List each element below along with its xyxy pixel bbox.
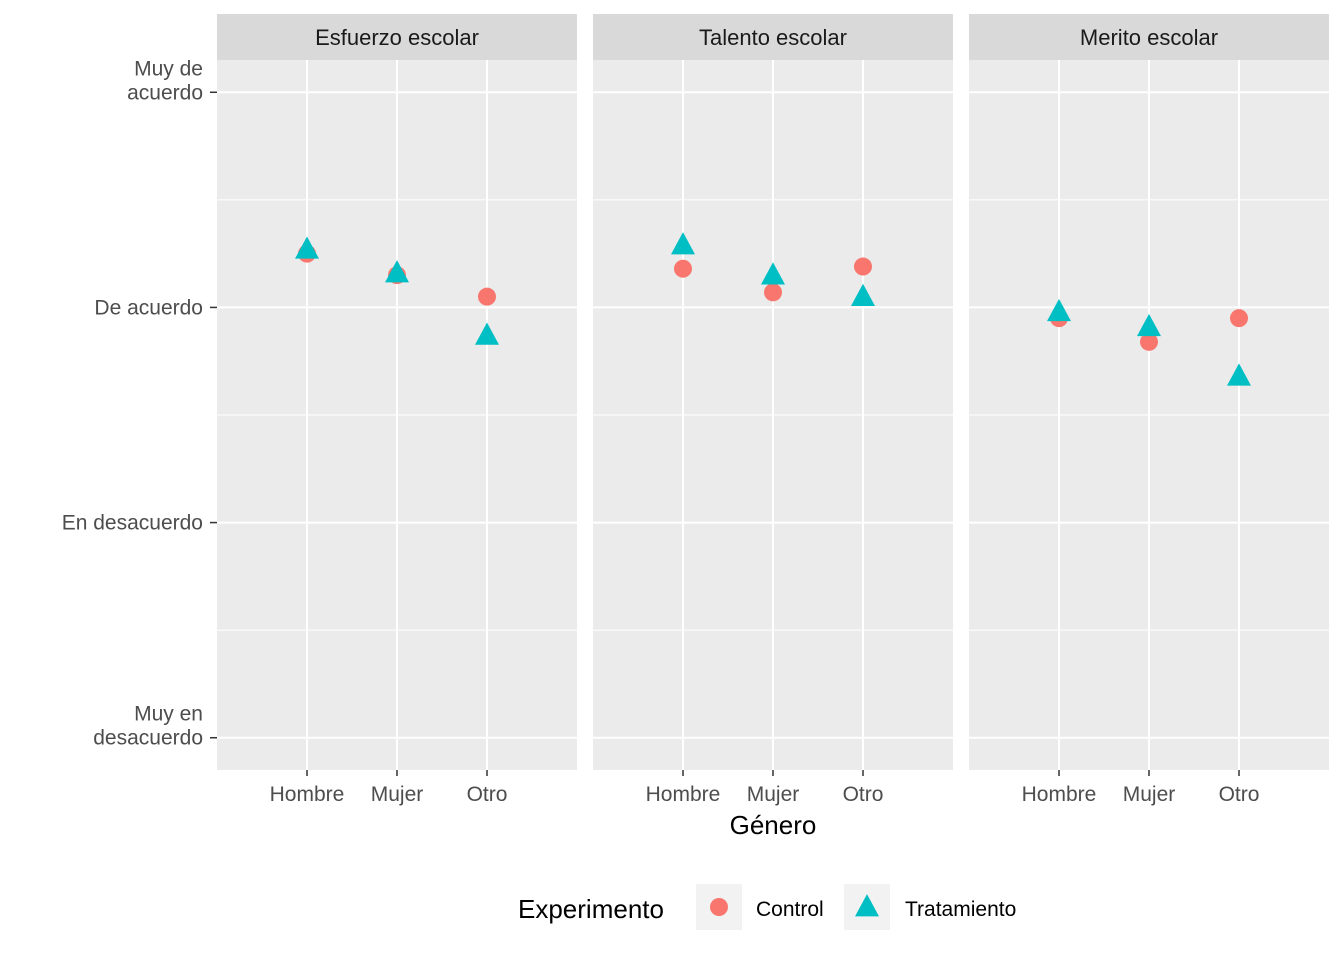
x-tick-label: Hombre [1022, 783, 1097, 806]
facet-panel: Talento escolar Hombre Mujer Otro [593, 14, 953, 806]
tratamiento-point [295, 236, 319, 259]
x-tick-label: Mujer [371, 783, 424, 806]
legend-control-marker [710, 898, 728, 916]
x-tick-label: Otro [467, 783, 508, 806]
legend-label: Control [756, 898, 824, 921]
control-point [764, 283, 782, 302]
facet-strip [217, 14, 577, 60]
x-tick-label: Hombre [270, 783, 345, 806]
y-axis: Muy en desacuerdo En desacuerdo De acuerdo M… [62, 57, 217, 750]
legend-title: Experimento [518, 894, 664, 924]
tratamiento-point [671, 232, 695, 255]
facet-strip [969, 14, 1329, 60]
facet-panel: Merito escolar Hombre Mujer Otro [969, 14, 1329, 806]
y-tick-label: Muy en desacuerdo [93, 703, 203, 750]
tratamiento-point [761, 262, 785, 285]
legend-tratamiento-marker [855, 894, 879, 917]
legend-label: Tratamiento [905, 898, 1016, 921]
tratamiento-point [851, 283, 875, 307]
x-tick-label: Hombre [646, 783, 721, 806]
facet-title: Esfuerzo escolar [315, 25, 479, 50]
tratamiento-point [1137, 313, 1161, 337]
legend: Experimento Control Tratamiento [518, 884, 1016, 930]
y-tick-label: Muy de acuerdo [127, 57, 203, 104]
x-tick-label: Mujer [747, 783, 800, 806]
x-tick-label: Mujer [1123, 783, 1176, 806]
tratamiento-point [475, 322, 499, 345]
y-tick-label: En desacuerdo [62, 512, 203, 535]
facet-strip [593, 14, 953, 60]
tratamiento-point [1227, 363, 1251, 386]
tratamiento-point [385, 260, 409, 283]
y-tick-label: De acuerdo [94, 296, 203, 319]
tratamiento-point [1047, 298, 1071, 322]
x-tick-label: Otro [1219, 783, 1260, 806]
control-point [1140, 332, 1158, 351]
x-axis-title: Género [730, 810, 817, 840]
control-point [478, 287, 496, 306]
control-point [1230, 309, 1248, 328]
facet-title: Merito escolar [1080, 25, 1218, 50]
x-tick-label: Otro [843, 783, 884, 806]
facet-title: Talento escolar [699, 25, 847, 50]
control-point [674, 259, 692, 278]
data-points [295, 232, 1251, 386]
control-point [854, 257, 872, 276]
facet-panel: Esfuerzo escolar Hombre Mujer Otro [217, 14, 577, 806]
